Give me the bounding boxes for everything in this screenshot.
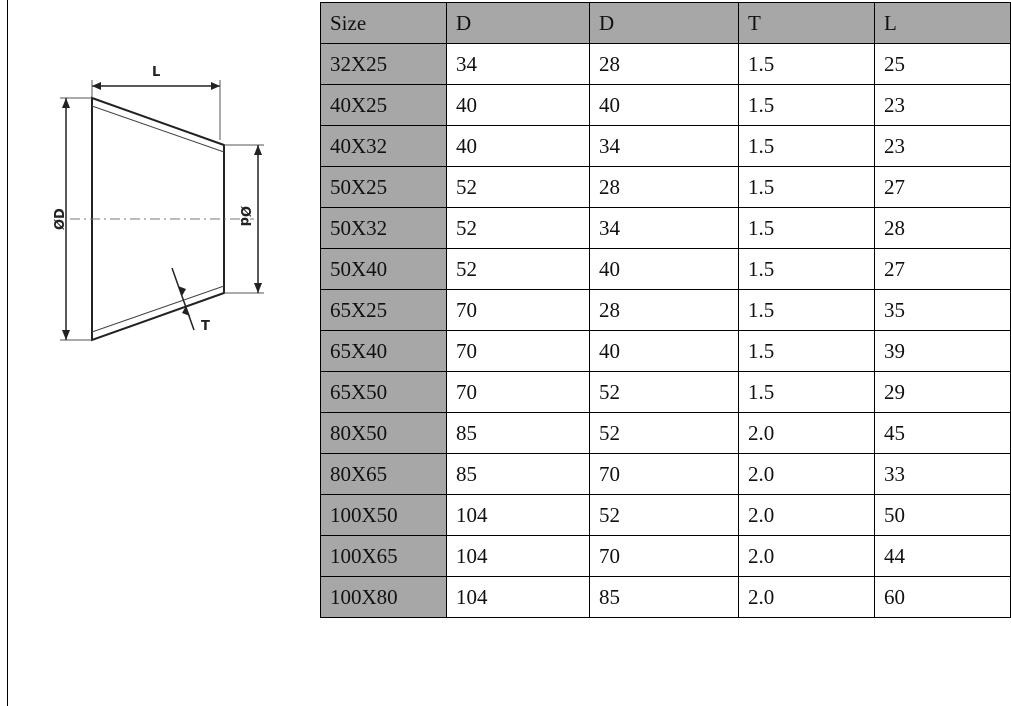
thickness-cell: 1.5	[738, 248, 875, 290]
outer-diameter-cell: 104	[446, 494, 590, 536]
inner-diameter-cell: 52	[589, 371, 739, 413]
inner-diameter-cell: 28	[589, 43, 739, 85]
outer-diameter-cell: 70	[446, 289, 590, 331]
length-cell: 28	[874, 207, 1011, 249]
outer-diameter-cell: 104	[446, 576, 590, 618]
table-row: 80X50 85 52 2.0 45	[320, 412, 1011, 454]
thickness-cell: 2.0	[738, 453, 875, 495]
outer-diameter-cell: 40	[446, 84, 590, 126]
thickness-label: T	[201, 319, 210, 334]
table-row: 40X25 40 40 1.5 23	[320, 84, 1011, 126]
thickness-cell: 1.5	[738, 289, 875, 331]
size-cell: 80X50	[320, 412, 447, 454]
concentric-reducer-diagram: L ØD Ød T	[53, 65, 264, 342]
inner-diameter-cell: 70	[589, 535, 739, 577]
length-label: L	[152, 65, 160, 80]
inner-diameter-cell: 52	[589, 494, 739, 536]
size-cell: 80X65	[320, 453, 447, 495]
outer-diameter-cell: 85	[446, 412, 590, 454]
inner-diameter-cell: 40	[589, 248, 739, 290]
reducer-size-table: Size D D T L 32X25 34 28 1.5 25 40X25 40…	[320, 2, 1011, 618]
inner-diameter-cell: 70	[589, 453, 739, 495]
inner-diameter-cell: 52	[589, 412, 739, 454]
size-cell: 40X32	[320, 125, 447, 167]
size-cell: 65X25	[320, 289, 447, 331]
inner-diameter-cell: 28	[589, 289, 739, 331]
table-header-row: Size D D T L	[320, 2, 1011, 44]
length-cell: 27	[874, 248, 1011, 290]
thickness-cell: 1.5	[738, 371, 875, 413]
table-row: 50X25 52 28 1.5 27	[320, 166, 1011, 208]
outer-diameter-cell: 85	[446, 453, 590, 495]
table-row: 100X80 104 85 2.0 60	[320, 576, 1011, 618]
size-cell: 50X32	[320, 207, 447, 249]
length-cell: 29	[874, 371, 1011, 413]
size-cell: 65X40	[320, 330, 447, 372]
thickness-cell: 1.5	[738, 166, 875, 208]
size-cell: 32X25	[320, 43, 447, 85]
length-cell: 27	[874, 166, 1011, 208]
size-cell: 65X50	[320, 371, 447, 413]
outer-diameter-cell: 70	[446, 371, 590, 413]
inner-diameter-cell: 85	[589, 576, 739, 618]
thickness-cell: 1.5	[738, 43, 875, 85]
table-row: 100X50 104 52 2.0 50	[320, 494, 1011, 536]
inner-diameter-cell: 34	[589, 125, 739, 167]
thickness-cell: 2.0	[738, 576, 875, 618]
inner-diameter-label: Ød	[237, 206, 252, 226]
length-cell: 45	[874, 412, 1011, 454]
column-header-size: Size	[320, 2, 447, 44]
inner-diameter-cell: 40	[589, 84, 739, 126]
inner-diameter-cell: 28	[589, 166, 739, 208]
table-row: 32X25 34 28 1.5 25	[320, 43, 1011, 85]
inner-diameter-cell: 34	[589, 207, 739, 249]
length-cell: 50	[874, 494, 1011, 536]
outer-diameter-cell: 104	[446, 535, 590, 577]
thickness-cell: 1.5	[738, 125, 875, 167]
table-row: 50X40 52 40 1.5 27	[320, 248, 1011, 290]
thickness-cell: 2.0	[738, 494, 875, 536]
size-cell: 100X50	[320, 494, 447, 536]
length-cell: 60	[874, 576, 1011, 618]
size-cell: 100X65	[320, 535, 447, 577]
column-header-thickness: T	[738, 2, 875, 44]
table-row: 40X32 40 34 1.5 23	[320, 125, 1011, 167]
size-cell: 40X25	[320, 84, 447, 126]
thickness-cell: 2.0	[738, 412, 875, 454]
thickness-cell: 1.5	[738, 84, 875, 126]
table-row: 80X65 85 70 2.0 33	[320, 453, 1011, 495]
length-cell: 23	[874, 125, 1011, 167]
length-cell: 23	[874, 84, 1011, 126]
table-row: 100X65 104 70 2.0 44	[320, 535, 1011, 577]
reducer-drawing: L ØD Ød T	[8, 0, 321, 706]
outer-diameter-cell: 52	[446, 166, 590, 208]
length-cell: 44	[874, 535, 1011, 577]
inner-diameter-cell: 40	[589, 330, 739, 372]
length-cell: 35	[874, 289, 1011, 331]
thickness-cell: 1.5	[738, 330, 875, 372]
length-cell: 25	[874, 43, 1011, 85]
column-header-length: L	[874, 2, 1011, 44]
table-row: 65X50 70 52 1.5 29	[320, 371, 1011, 413]
size-cell: 50X25	[320, 166, 447, 208]
outer-diameter-cell: 70	[446, 330, 590, 372]
table-row: 65X40 70 40 1.5 39	[320, 330, 1011, 372]
thickness-cell: 2.0	[738, 535, 875, 577]
table-row: 65X25 70 28 1.5 35	[320, 289, 1011, 331]
outer-diameter-cell: 34	[446, 43, 590, 85]
size-cell: 50X40	[320, 248, 447, 290]
length-cell: 39	[874, 330, 1011, 372]
column-header-inner-diameter: D	[589, 2, 739, 44]
column-header-outer-diameter: D	[446, 2, 590, 44]
table-row: 50X32 52 34 1.5 28	[320, 207, 1011, 249]
thickness-cell: 1.5	[738, 207, 875, 249]
length-cell: 33	[874, 453, 1011, 495]
size-cell: 100X80	[320, 576, 447, 618]
outer-diameter-cell: 52	[446, 207, 590, 249]
outer-diameter-label: ØD	[53, 208, 68, 230]
outer-diameter-cell: 40	[446, 125, 590, 167]
left-border-line	[7, 0, 8, 706]
outer-diameter-cell: 52	[446, 248, 590, 290]
